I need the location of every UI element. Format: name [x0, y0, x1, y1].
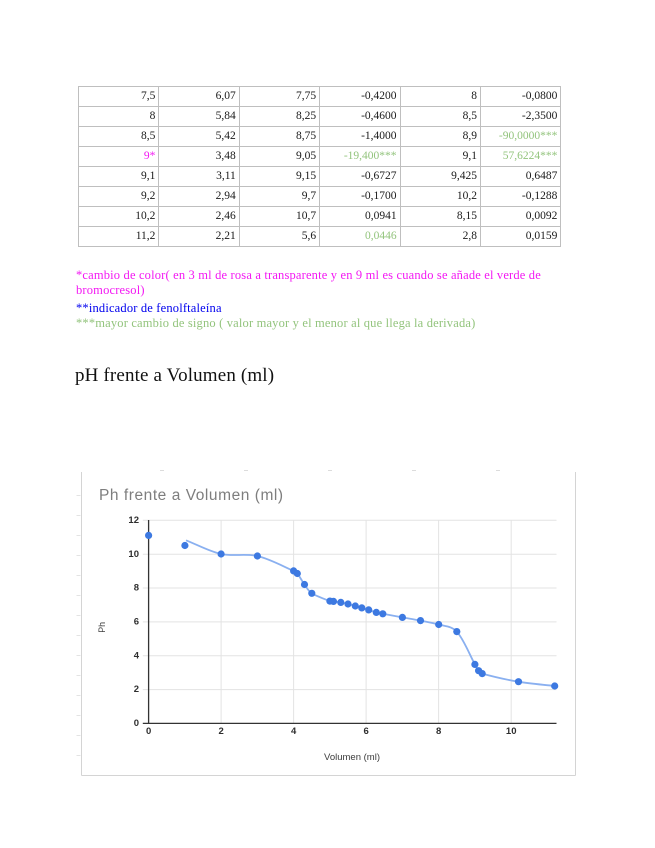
svg-text:Ph: Ph: [97, 622, 107, 633]
svg-text:0: 0: [146, 726, 151, 737]
svg-text:Volumen (ml): Volumen (ml): [324, 752, 380, 763]
svg-text:8: 8: [134, 583, 139, 594]
svg-text:0: 0: [134, 718, 139, 729]
svg-text:2: 2: [134, 684, 139, 695]
svg-text:Ph frente a Volumen (ml): Ph frente a Volumen (ml): [99, 487, 284, 504]
svg-text:4: 4: [134, 650, 140, 661]
svg-text:12: 12: [128, 515, 139, 526]
svg-text:6: 6: [363, 726, 368, 737]
svg-text:4: 4: [291, 726, 297, 737]
svg-text:10: 10: [128, 549, 139, 560]
svg-text:2: 2: [218, 726, 223, 737]
svg-text:8: 8: [436, 726, 441, 737]
svg-text:10: 10: [506, 726, 517, 737]
svg-text:6: 6: [134, 617, 139, 628]
